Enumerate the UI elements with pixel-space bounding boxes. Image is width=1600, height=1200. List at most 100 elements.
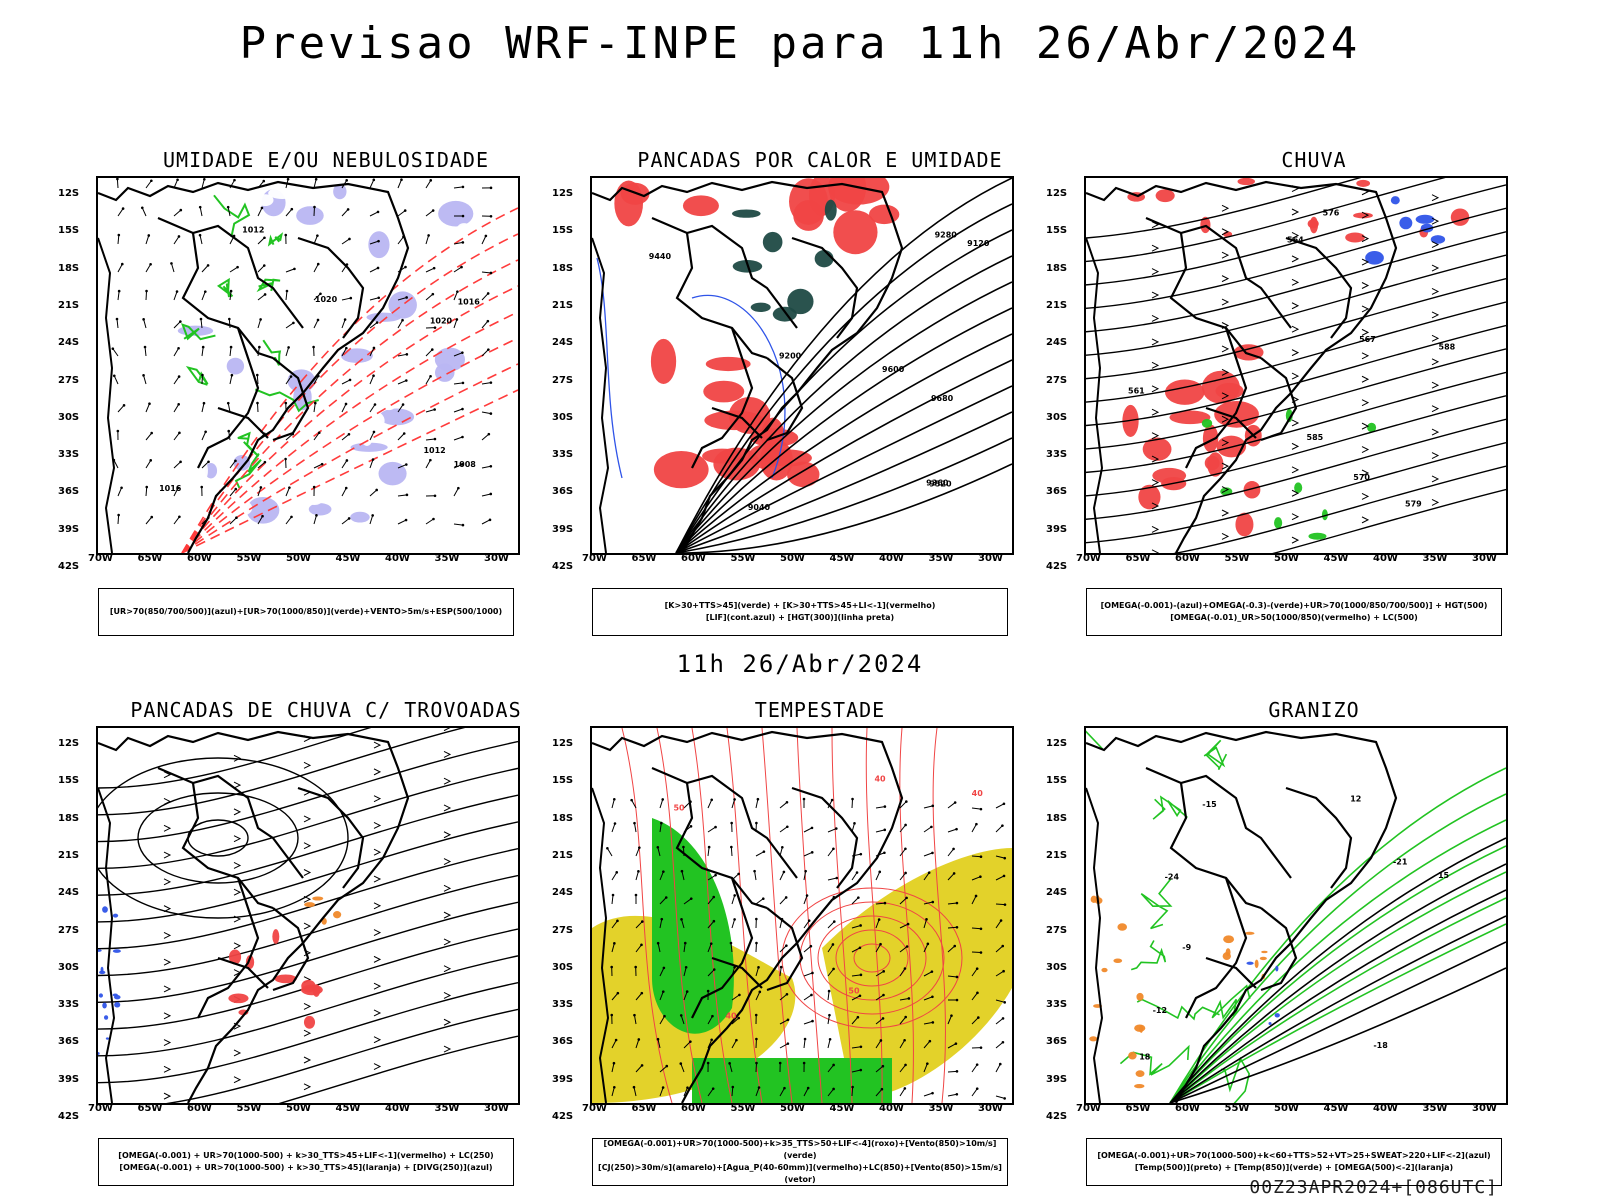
latitude-label: 30S — [552, 411, 574, 423]
latitude-label: 27S — [552, 374, 574, 386]
contour-label: 40 — [725, 1011, 737, 1020]
map-legend: [K>30+TTS>45](verde) + [K>30+TTS>45+LI<-… — [592, 588, 1008, 636]
latitude-label: 15S — [1046, 225, 1068, 237]
longitude-label: 70W — [582, 553, 607, 564]
panel-pancadas-calor: PANCADAS POR CALOR E UMIDADE 9680 9600 952… — [552, 148, 1050, 638]
latitude-label: 36S — [552, 1036, 574, 1048]
latitude-label: 39S — [58, 1073, 80, 1085]
contour-label: 9200 — [779, 351, 802, 360]
longitude-label: 55W — [730, 553, 756, 564]
longitude-label: 55W — [236, 1103, 262, 1114]
map-legend: [UR>70(850/700/500)](azul)+[UR>70(1000/8… — [98, 588, 514, 636]
map-canvas: 40 50 40 50 40 — [592, 728, 1012, 1103]
longitude-label: 45W — [1323, 553, 1349, 564]
latitude-label: 39S — [58, 523, 80, 535]
longitude-label: 35W — [434, 553, 460, 564]
longitude-label: 60W — [187, 553, 212, 564]
latitude-label: 21S — [552, 849, 574, 861]
contour-label: 9520 — [929, 480, 952, 489]
map-frame[interactable]: 588 585 579 576 570 564 561 567 — [1084, 176, 1508, 555]
panel-title: PANCADAS DE CHUVA C/ TROVOADAS — [130, 698, 522, 722]
contour-label: 1016 — [159, 484, 182, 493]
latitude-label: 18S — [58, 812, 80, 824]
longitude-label: 60W — [681, 1103, 706, 1114]
contour-label: 9280 — [935, 230, 958, 239]
longitude-label: 35W — [434, 1103, 460, 1114]
longitude-label: 65W — [1125, 553, 1151, 564]
contour-label: 570 — [1353, 473, 1370, 482]
latitude-label: 27S — [1046, 924, 1068, 936]
longitude-label: 40W — [879, 553, 904, 564]
map-frame[interactable]: 9680 9600 9520 9440 9360 9280 9200 9120 9040 — [590, 176, 1014, 555]
legend-line: [OMEGA(-0.01)_UR>50(1000/850)(vermelho) … — [1170, 613, 1418, 622]
longitude-label: 45W — [335, 1103, 361, 1114]
map-legend: [OMEGA(-0.001)+UR>70(1000-500)+k>35_TTS>… — [592, 1138, 1008, 1186]
contour-label: 1012 — [423, 446, 445, 455]
longitude-label: 35W — [1422, 553, 1448, 564]
contour-label: 579 — [1405, 500, 1422, 509]
latitude-label: 36S — [1046, 1036, 1068, 1048]
longitude-label: 60W — [681, 553, 706, 564]
longitude-label: 70W — [1076, 1103, 1101, 1114]
longitude-label: 50W — [1274, 553, 1299, 564]
latitude-label: 12S — [58, 738, 80, 749]
latitude-label: 33S — [58, 999, 80, 1011]
latitude-label: 42S — [1046, 561, 1068, 572]
longitude-label: 50W — [1274, 1103, 1299, 1114]
longitude-label: 40W — [1373, 1103, 1398, 1114]
contour-label: 12 — [1350, 794, 1361, 803]
latitude-label: 39S — [552, 1073, 574, 1085]
longitude-label: 50W — [286, 553, 311, 564]
legend-line: [UR>70(850/700/500)](azul)+[UR>70(1000/8… — [109, 607, 503, 616]
panel-title: TEMPESTADE — [754, 698, 886, 722]
longitude-label: 30W — [484, 553, 509, 564]
map-legend: [OMEGA(-0.001)-(azul)+OMEGA(-0.3)-(verde… — [1086, 588, 1502, 636]
latitude-label: 42S — [552, 561, 574, 572]
contour-label: -9 — [1182, 943, 1191, 952]
panel-trovoadas: PANCADAS DE CHUVA C/ TROVOADAS [OMEGA(-0… — [58, 698, 556, 1188]
contour-label: 1016 — [458, 297, 481, 306]
legend-line: [OMEGA(-0.001)+UR>70(1000-500)+k<60+TTS>… — [1097, 1151, 1491, 1160]
longitude-label: 60W — [1175, 553, 1200, 564]
latitude-label: 33S — [552, 999, 574, 1011]
contour-label: 9680 — [931, 394, 954, 403]
forecast-subtitle: 11h 26/Abr/2024 — [676, 650, 924, 678]
map-legend: [OMEGA(-0.001) + UR>70(1000-500) + k>30_… — [98, 1138, 514, 1186]
longitude-label: 40W — [385, 553, 410, 564]
latitude-label: 33S — [58, 449, 80, 461]
longitude-label: 70W — [1076, 553, 1101, 564]
contour-label: 567 — [1359, 335, 1376, 344]
map-frame[interactable] — [96, 726, 520, 1105]
legend-line: [OMEGA(-0.001) + UR>70(1000-500) + k>30_… — [118, 1151, 494, 1160]
longitude-label: 65W — [631, 553, 657, 564]
latitude-label: 12S — [1046, 188, 1068, 199]
latitude-label: 33S — [552, 449, 574, 461]
map-frame[interactable]: 18 15 12 -9 -12 -15 -18 -21 -24 — [1084, 726, 1508, 1105]
contour-label: 50 — [848, 986, 860, 995]
latitude-label: 21S — [1046, 849, 1068, 861]
map-canvas: 9680 9600 9520 9440 9360 9280 9200 9120 9040 — [592, 178, 1012, 553]
longitude-label: 50W — [780, 1103, 805, 1114]
longitude-label: 55W — [730, 1103, 756, 1114]
longitude-label: 35W — [1422, 1103, 1448, 1114]
contour-label: 1020 — [430, 317, 453, 326]
longitude-label: 30W — [1472, 1103, 1497, 1114]
longitude-label: 40W — [385, 1103, 410, 1114]
latitude-label: 24S — [58, 887, 80, 899]
latitude-label: 15S — [1046, 775, 1068, 787]
longitude-label: 35W — [928, 553, 954, 564]
run-timestamp: 00Z23APR2024+[086UTC] — [1249, 1177, 1498, 1198]
contour-label: -15 — [1202, 800, 1217, 809]
legend-line: [LIF](cont.azul) + [HGT(300)](linha pret… — [705, 613, 895, 622]
map-frame[interactable]: 1012 1016 1008 1020 1016 1012 1020 — [96, 176, 520, 555]
latitude-label: 12S — [58, 188, 80, 199]
longitude-label: 30W — [1472, 553, 1497, 564]
map-frame[interactable]: 40 50 40 50 40 — [590, 726, 1014, 1105]
latitude-label: 12S — [552, 188, 574, 199]
contour-label: 18 — [1139, 1052, 1151, 1061]
legend-line: [OMEGA(-0.001)+UR>70(1000-500)+k>35_TTS>… — [603, 1139, 997, 1160]
latitude-label: 30S — [1046, 961, 1068, 973]
latitude-label: 21S — [552, 299, 574, 311]
latitude-label: 18S — [552, 812, 574, 824]
panel-chuva: CHUVA 588 585 579 576 570 564 561 567 [OMEGA(-0… — [1046, 148, 1544, 638]
